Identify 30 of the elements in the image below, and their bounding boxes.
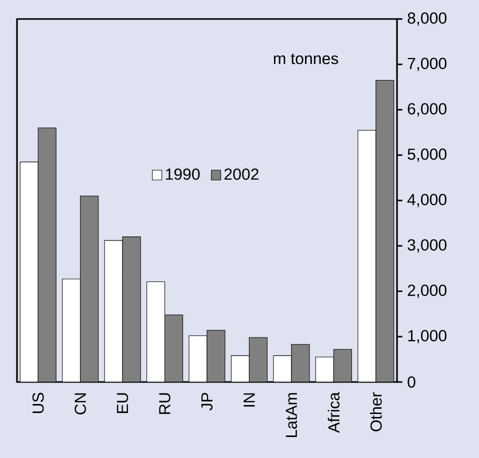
x-tick-label: US: [32, 392, 44, 414]
y-tick-label: 1,000: [408, 330, 446, 344]
y-tick-label: 0: [408, 376, 416, 388]
x-tick-label: JP: [201, 392, 213, 410]
bar: [230, 355, 250, 382]
y-tick-label: 6,000: [408, 103, 446, 116]
bar: [104, 240, 123, 382]
y-tick-label: 2,000: [408, 284, 446, 298]
bar: [358, 130, 376, 382]
y-tick-label: 3,000: [408, 239, 446, 252]
x-tick-label: Other: [370, 392, 382, 432]
y-tick-label: 8,000: [408, 12, 446, 26]
x-tick-label: Africa: [328, 392, 340, 433]
bar: [273, 355, 292, 382]
bar: [188, 335, 208, 382]
x-tick-label: LatAm: [286, 393, 298, 437]
legend-label: 2002: [224, 168, 258, 180]
bar: [146, 281, 166, 382]
x-tick-label: RU: [159, 393, 170, 414]
bar: [20, 162, 38, 382]
legend-label: 1990: [166, 168, 200, 180]
bar: [315, 356, 334, 382]
y-tick-label: 5,000: [408, 148, 446, 162]
x-tick-label: EU: [116, 393, 128, 413]
x-tick-label: CN: [74, 393, 86, 414]
y-tick-label: 4,000: [407, 194, 446, 208]
x-tick-label: IN: [244, 393, 255, 407]
y-tick-label: 7,000: [408, 58, 446, 71]
annotation: m tonnes: [274, 54, 338, 64]
bar: [62, 278, 81, 382]
